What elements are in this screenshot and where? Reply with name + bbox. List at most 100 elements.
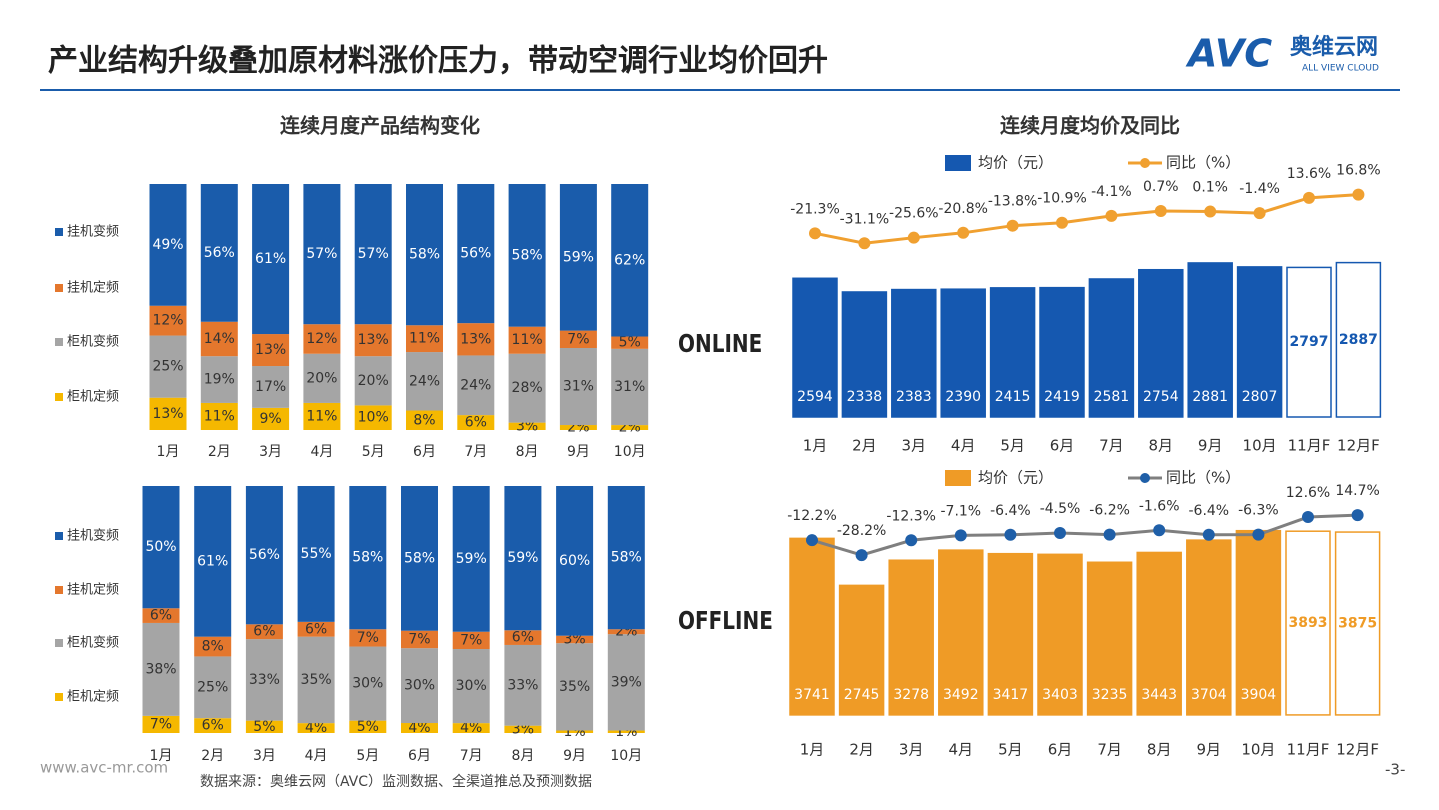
logo-tagline: ALL VIEW CLOUD xyxy=(1302,64,1379,74)
logo-mark: AVC xyxy=(1185,32,1272,76)
bar-label: 3403 xyxy=(1042,687,1078,703)
line-label: -6.4% xyxy=(990,503,1031,519)
data-label: 58% xyxy=(611,550,642,566)
data-label: 57% xyxy=(358,246,389,262)
bar-segment xyxy=(406,325,443,353)
line-marker xyxy=(1253,207,1266,220)
bar-label: 3417 xyxy=(993,687,1029,703)
x-tick-label: 1月 xyxy=(157,444,180,460)
bar-label: 2419 xyxy=(1044,389,1080,405)
line-label: 13.6% xyxy=(1287,166,1331,182)
x-tick-label: 7月 xyxy=(464,444,487,460)
bar-label: 2390 xyxy=(945,389,981,405)
line-label: -6.3% xyxy=(1238,503,1279,519)
data-label: 8% xyxy=(202,639,224,655)
data-label: 56% xyxy=(460,246,491,262)
x-tick-label: 12月F xyxy=(1336,741,1379,759)
bar-label: 3443 xyxy=(1141,687,1177,703)
bar xyxy=(891,288,937,418)
x-tick-label: 4月 xyxy=(951,437,976,455)
bar-segment xyxy=(149,397,187,430)
page-number: -3- xyxy=(1385,761,1405,779)
data-label: 58% xyxy=(352,550,383,566)
bar xyxy=(1285,530,1331,716)
line-label: -12.2% xyxy=(787,508,837,524)
bar-segment xyxy=(607,634,645,731)
bar xyxy=(1334,531,1381,716)
bar xyxy=(987,552,1034,716)
bar-segment xyxy=(406,410,443,430)
data-label: 20% xyxy=(306,370,337,386)
bar-segment xyxy=(607,629,645,635)
data-label: 55% xyxy=(301,546,332,562)
line-marker xyxy=(1056,216,1068,229)
bar-segment xyxy=(559,184,597,331)
data-label: 33% xyxy=(507,677,538,693)
data-label: 20% xyxy=(358,373,389,389)
bar-label: 2594 xyxy=(797,389,833,405)
line-label: -28.2% xyxy=(837,523,887,539)
bar-segment xyxy=(194,656,232,719)
bar-segment xyxy=(504,486,542,631)
data-label: 9% xyxy=(259,411,281,427)
data-label: 62% xyxy=(614,252,645,268)
bar-segment xyxy=(194,486,232,637)
legend-label: 挂机变频 xyxy=(67,528,119,544)
bar-segment xyxy=(559,425,597,430)
bar-segment xyxy=(401,648,438,724)
legend-swatch xyxy=(55,228,63,236)
data-label: 30% xyxy=(404,678,435,694)
line-label: 0.7% xyxy=(1143,179,1179,195)
bar-segment xyxy=(556,730,594,733)
data-label: 57% xyxy=(306,246,337,262)
bar-segment xyxy=(406,352,443,411)
bar-segment xyxy=(297,723,335,733)
line-marker xyxy=(905,534,918,547)
bar-segment xyxy=(303,184,341,325)
data-label: 58% xyxy=(512,247,543,263)
bar-segment xyxy=(457,184,495,324)
line-marker xyxy=(1252,528,1265,541)
bar-segment xyxy=(401,723,438,733)
x-tick-label: 1月 xyxy=(800,741,825,759)
data-label: 11% xyxy=(306,408,337,424)
data-label: 25% xyxy=(197,679,228,695)
line-marker xyxy=(1004,528,1017,541)
bar-label: 2807 xyxy=(1242,389,1278,405)
data-label: 24% xyxy=(409,373,440,389)
bar xyxy=(1037,553,1083,716)
bar-segment xyxy=(508,422,546,430)
data-label: 5% xyxy=(253,719,275,735)
legend-swatch xyxy=(55,693,63,701)
line-label: -7.1% xyxy=(940,503,981,519)
data-label: 35% xyxy=(559,679,590,695)
bar-label: 2797 xyxy=(1290,334,1329,350)
x-tick-label: 6月 xyxy=(413,444,436,460)
data-label: 31% xyxy=(614,379,645,395)
legend-label: 挂机定频 xyxy=(67,583,119,598)
line-marker xyxy=(809,227,821,240)
line-label: -13.8% xyxy=(988,194,1038,210)
bar-segment xyxy=(245,639,283,721)
line-label: -31.1% xyxy=(840,211,890,227)
x-tick-label: 3月 xyxy=(259,444,282,460)
bar-segment xyxy=(194,636,232,657)
x-tick-label: 9月 xyxy=(1198,437,1223,455)
bar-segment xyxy=(354,356,392,406)
bar-segment xyxy=(303,402,341,430)
line-marker xyxy=(858,237,871,250)
line-label: -20.8% xyxy=(938,201,988,217)
line-label: -4.1% xyxy=(1091,184,1132,200)
data-label: 13% xyxy=(152,406,183,422)
data-label: 38% xyxy=(145,661,176,677)
yoy-line xyxy=(811,513,1358,557)
bar xyxy=(1138,268,1184,418)
channel-label: ONLINE xyxy=(678,330,762,359)
legend-label: 柜机变频 xyxy=(67,635,119,651)
line-marker xyxy=(1303,191,1315,204)
data-label: 33% xyxy=(249,672,280,688)
bar-label: 3875 xyxy=(1338,615,1377,631)
line-marker xyxy=(957,226,970,239)
line-label: -6.4% xyxy=(1188,503,1229,519)
